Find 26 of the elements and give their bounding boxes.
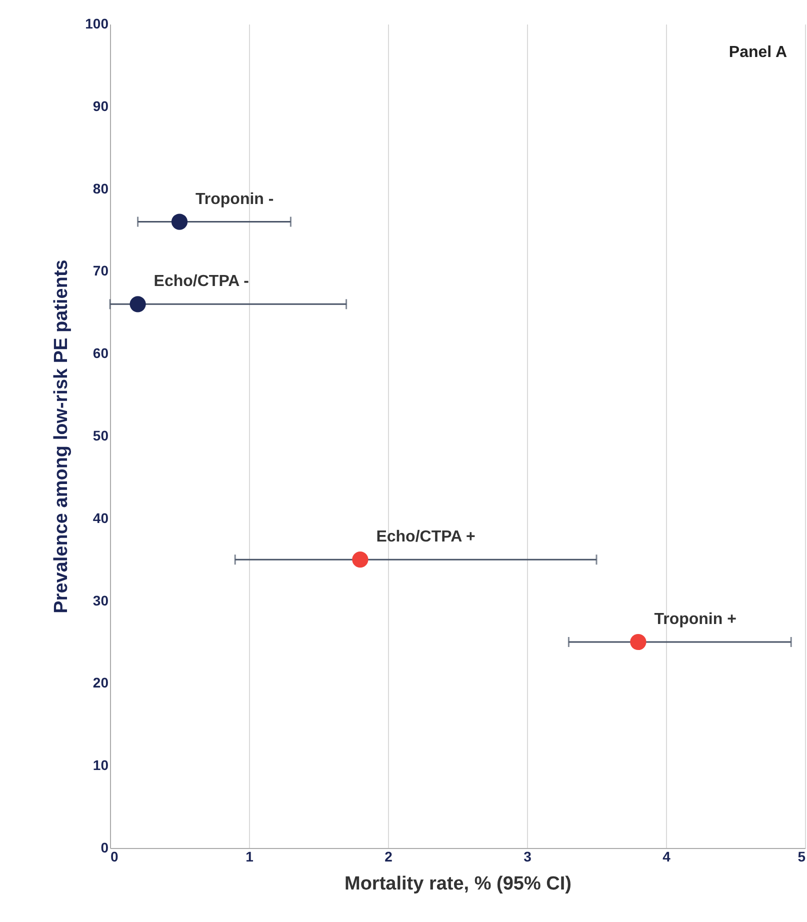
point [171, 214, 188, 230]
series-label: Echo/CTPA - [154, 273, 249, 290]
y-tick-label: 70 [92, 262, 109, 279]
x-axis-title: Mortality rate, % (95% CI) [344, 874, 572, 894]
x-tick-label: 5 [798, 848, 806, 864]
x-tick-label: 3 [524, 848, 532, 864]
y-tick-label: 80 [92, 180, 109, 196]
y-axis-title: Prevalence among low-risk PE patients [51, 260, 72, 614]
y-tick-label: 40 [92, 510, 109, 526]
y-tick-label: 50 [92, 428, 109, 444]
y-tick-label: 90 [92, 98, 109, 114]
series-label: Troponin - [196, 190, 274, 208]
point [352, 552, 368, 568]
y-tick-label: 100 [85, 16, 109, 32]
y-tick-label: 30 [92, 592, 109, 608]
x-tick-label: 4 [662, 848, 671, 864]
y-tick-label: 20 [92, 674, 109, 691]
series-label: Troponin + [654, 611, 736, 628]
point [130, 296, 146, 312]
x-tick-label: 2 [384, 848, 393, 864]
point [630, 634, 646, 650]
y-tick-label: 10 [92, 757, 109, 774]
series-label: Echo/CTPA + [376, 528, 476, 546]
annotation: Panel A [728, 44, 788, 61]
y-tick-label: 60 [92, 345, 109, 362]
x-tick-label: 1 [246, 848, 254, 864]
